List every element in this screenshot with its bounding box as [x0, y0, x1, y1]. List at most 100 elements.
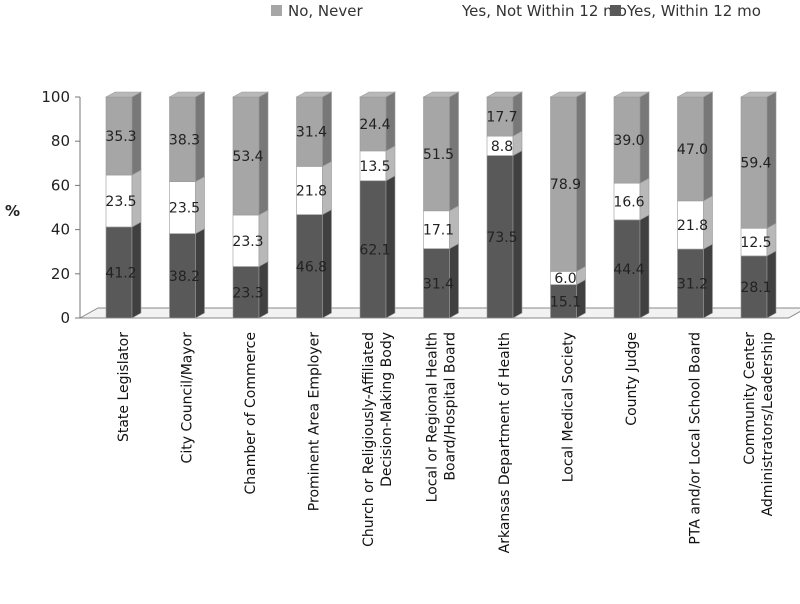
bar-segment [231, 91, 270, 216]
x-category-label: Local Medical Society [561, 332, 577, 482]
bar-segment [359, 145, 396, 182]
bars [104, 91, 778, 319]
data-label: 24.4 [359, 117, 390, 133]
y-tick-label: 80 [51, 132, 70, 150]
data-label: 73.5 [486, 230, 517, 246]
y-tick-label: 0 [60, 309, 70, 327]
data-label: 12.5 [740, 235, 771, 251]
data-label: 47.0 [677, 142, 708, 158]
data-label: 8.8 [491, 139, 513, 155]
x-category-label: County Judge [624, 332, 640, 426]
bar-segment [168, 91, 206, 183]
data-labels: 41.2 23.5 35.3 38.2 23.5 38.3 23.3 23.3 53.4 46.8… [105, 110, 771, 311]
x-category-label: Local or Regional Health Board/Hospital B… [425, 332, 459, 502]
bar-segment [550, 265, 586, 286]
bar-segment [358, 91, 397, 152]
data-label: 31.4 [296, 125, 327, 141]
bar-segment [359, 175, 396, 319]
legend-label: No, Never [288, 2, 363, 20]
bar-segment [486, 130, 523, 157]
data-label: 46.8 [296, 259, 327, 275]
data-label: 62.1 [359, 242, 390, 258]
legend-swatch [610, 5, 621, 16]
data-label: 31.4 [423, 276, 454, 292]
x-category-label: Church or Religiously-Affiliated Decision… [361, 332, 395, 547]
bar-segment [232, 209, 269, 268]
bar-segment [296, 209, 332, 319]
bar-stack [485, 91, 524, 319]
data-label: 13.5 [359, 159, 390, 175]
data-label: 23.3 [232, 285, 263, 301]
bar-stack [358, 91, 397, 319]
bar-segment [740, 250, 777, 319]
data-label: 53.4 [232, 149, 263, 165]
legend: No, Never Yes, Not Within 12 mo Yes, Withi… [271, 2, 761, 20]
bar-stack [168, 91, 206, 319]
legend-label: Yes, Not Within 12 mo [461, 2, 627, 20]
bar-stack [295, 91, 333, 319]
legend-item: Yes, Within 12 mo [610, 2, 761, 20]
data-label: 28.1 [740, 280, 771, 296]
legend-item: No, Never [271, 2, 363, 20]
legend-item: Yes, Not Within 12 mo [444, 2, 627, 20]
data-label: 21.8 [296, 183, 327, 199]
y-tick-label: 40 [51, 221, 70, 239]
bar-segment [295, 91, 333, 167]
bar-segment [485, 91, 524, 137]
bar-segment [549, 91, 587, 272]
bar-segment [169, 228, 205, 319]
data-label: 44.4 [613, 262, 644, 278]
data-label: 17.7 [486, 110, 517, 126]
data-label: 38.2 [169, 269, 200, 285]
bar-stack [739, 91, 778, 319]
legend-swatch [271, 5, 282, 16]
legend-label: Yes, Within 12 mo [626, 2, 761, 20]
data-label: 21.8 [677, 218, 708, 234]
bar-segment [739, 91, 778, 229]
data-label: 15.1 [550, 294, 581, 310]
legend-swatch [444, 4, 457, 17]
data-label: 16.6 [613, 195, 644, 211]
data-label: 23.3 [232, 234, 263, 250]
data-label: 51.5 [423, 147, 454, 163]
bar-stack [104, 91, 143, 319]
data-label: 39.0 [613, 133, 644, 149]
bar-stack [422, 91, 460, 319]
data-label: 23.5 [105, 194, 136, 210]
bar-stack [549, 91, 587, 319]
bar-segment [740, 222, 777, 257]
bar-segment [612, 91, 651, 184]
bar-segment [105, 169, 142, 228]
data-label: 59.4 [740, 156, 771, 172]
data-label: 17.1 [423, 223, 454, 239]
bar-stack [231, 91, 270, 319]
data-label: 23.5 [169, 201, 200, 217]
x-category-label: Chamber of Commerce [243, 332, 259, 495]
y-axis: % 0 20 40 60 80 100 [5, 88, 80, 327]
x-category-label: Arkansas Department of Health [497, 332, 513, 553]
bar-segment [550, 279, 586, 319]
bar-stack [676, 91, 714, 319]
x-category-label: State Legislator [116, 332, 132, 442]
bar-segment [486, 150, 523, 319]
bar-segment [422, 91, 460, 212]
bar-segment [613, 177, 650, 221]
data-label: 38.3 [169, 132, 200, 148]
y-tick-label: 20 [51, 265, 70, 283]
data-label: 31.2 [677, 277, 708, 293]
bar-segment [677, 243, 713, 319]
x-category-label: Prominent Area Employer [307, 332, 323, 511]
data-label: 6.0 [554, 271, 576, 287]
x-category-label: Community Center Administrators/Leadershi… [742, 332, 776, 517]
data-label: 78.9 [550, 177, 581, 193]
bar-segment [232, 260, 269, 319]
bar-segment [613, 214, 650, 319]
data-label: 35.3 [105, 129, 136, 145]
y-axis-label: % [5, 202, 20, 220]
y-tick-label: 100 [41, 88, 70, 106]
bar-segment [676, 91, 714, 202]
bar-segment [105, 221, 142, 319]
x-category-label: PTA and/or Local School Board [688, 332, 704, 545]
bar-segment [423, 243, 459, 319]
